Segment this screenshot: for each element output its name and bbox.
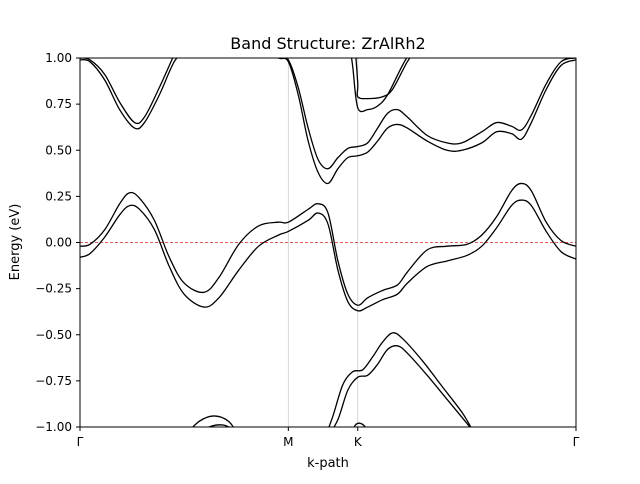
y-tick-label-5: 0.25 [45, 189, 72, 203]
band-line-7 [355, 58, 411, 100]
chart-title: Band Structure: ZrAlRh2 [230, 34, 425, 53]
band-line-12 [353, 422, 366, 427]
y-tick-label-3: −0.25 [35, 282, 72, 296]
band-line-2 [80, 58, 178, 130]
band-line-6 [350, 58, 408, 113]
y-tick-label-1: −0.75 [35, 374, 72, 388]
band-line-10 [191, 415, 235, 427]
y-tick-label-7: 0.75 [45, 97, 72, 111]
x-axis-label: k-path [307, 456, 349, 471]
band-line-4 [277, 58, 576, 185]
band-line-0 [80, 199, 576, 312]
x-tick-label-2: K [354, 435, 363, 449]
x-tick-label-1: M [283, 435, 293, 449]
plot-clip-group [80, 58, 576, 427]
band-line-1 [80, 182, 576, 306]
y-axis-label: Energy (eV) [8, 204, 23, 281]
y-tick-label-2: −0.50 [35, 328, 72, 342]
y-tick-label-0: −1.00 [35, 420, 72, 434]
plot-area: −1.00 −0.75 −0.50 −0.25 0.00 0.25 0.50 0.75 1.00… [35, 51, 580, 449]
x-tick-label-0: Γ [77, 435, 84, 449]
y-tick-label-4: 0.00 [45, 236, 72, 250]
y-tick-label-6: 0.50 [45, 143, 72, 157]
band-line-3 [80, 58, 174, 125]
band-line-8 [333, 345, 471, 427]
x-tick-label-3: Γ [573, 435, 580, 449]
y-tick-label-8: 1.00 [45, 51, 72, 65]
band-line-11 [207, 424, 231, 427]
band-line-5 [285, 58, 576, 170]
band-line-9 [328, 332, 472, 427]
